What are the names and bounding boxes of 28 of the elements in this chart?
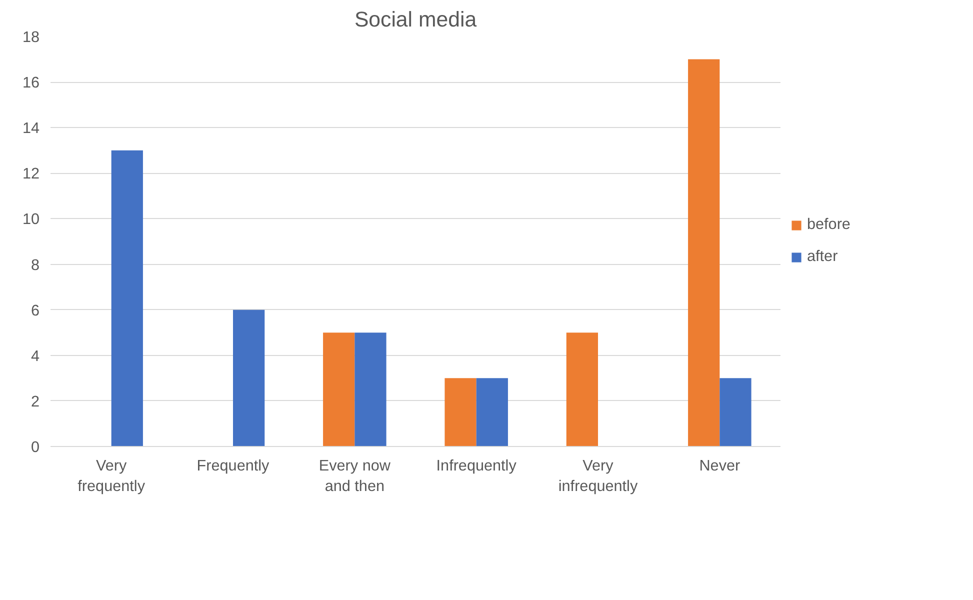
- bar: [566, 332, 598, 446]
- x-tick-label: Very infrequently: [558, 458, 638, 495]
- y-tick-label: 10: [22, 211, 40, 228]
- x-tick-label: Never: [699, 458, 740, 474]
- y-tick-label: 6: [30, 302, 40, 320]
- y-tick-label: 2: [30, 393, 40, 410]
- bar: [323, 332, 355, 446]
- x-tick-label: Very frequently: [78, 458, 146, 495]
- legend-label: before: [807, 216, 850, 234]
- bar: [720, 378, 752, 446]
- y-tick-label: 4: [30, 348, 40, 365]
- bar: [354, 332, 386, 446]
- y-tick-label: 18: [22, 29, 40, 46]
- y-tick-label: 0: [30, 439, 40, 456]
- y-tick-label: 12: [22, 166, 40, 183]
- y-tick-label: 16: [22, 74, 40, 92]
- y-tick-label: 14: [22, 120, 40, 138]
- chart-title: Social media: [354, 8, 477, 32]
- y-tick-label: 8: [30, 256, 40, 274]
- bar: [688, 59, 720, 446]
- bar: [233, 310, 265, 446]
- legend-label: after: [807, 248, 838, 266]
- x-tick-label: Infrequently: [436, 458, 517, 474]
- bar: [111, 150, 143, 446]
- x-tick-label: Every now and then: [318, 458, 392, 495]
- x-tick-label: Frequently: [196, 458, 270, 474]
- bar: [444, 378, 476, 446]
- bar: [476, 378, 508, 446]
